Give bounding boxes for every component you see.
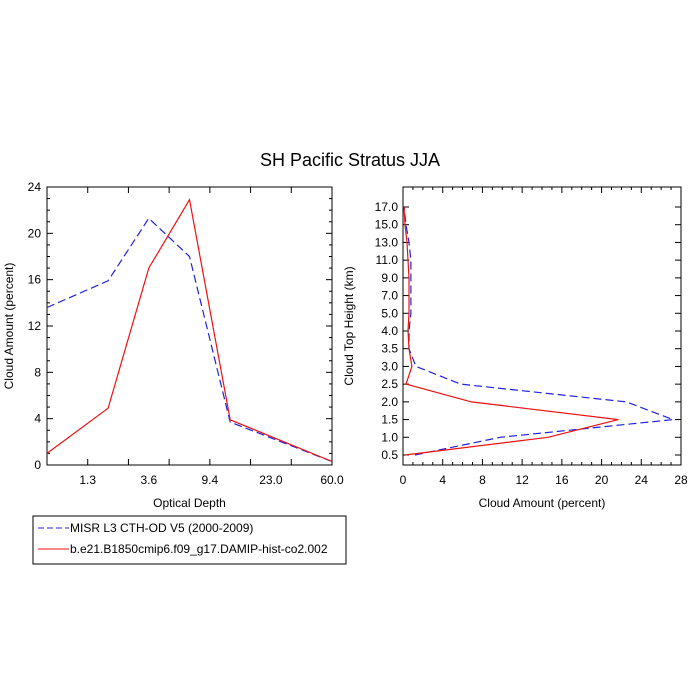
legend-box	[32, 515, 347, 565]
panel1-ytick-label: 8	[34, 365, 41, 379]
panel2-xtick-label: 12	[515, 473, 529, 487]
panel2-ticks: 0 4 8 12 16 20 24 28 0.5 1.0 1.5 2.0 2.5 3.0 3.5 4.0 5.0…	[375, 187, 688, 487]
panel1-series-line-1	[46, 198, 333, 463]
panel2-xtick-label: 20	[595, 473, 609, 487]
panel1-ticks: 1.3 3.6 9.4 23.0 60.0 0 4 8 12 16 20 24	[28, 180, 344, 487]
panel1-xtick-label: 1.3	[79, 473, 96, 487]
panel1-frame	[46, 186, 333, 466]
panel1-series	[46, 198, 333, 463]
panel2-xtick-label: 4	[439, 473, 446, 487]
panel2-ytick-label: 11.0	[376, 253, 399, 267]
optical-depth-panel: 1.3 3.6 9.4 23.0 60.0 0 4 8 12 16 20 24 Optical Dep…	[2, 180, 344, 510]
panel2-ytick-label: 2.5	[381, 377, 398, 391]
panel2-ytick-label: 13.0	[375, 235, 399, 249]
panel2-frame	[402, 186, 682, 466]
panel2-series	[403, 206, 674, 456]
panel2-xtick-label: 16	[555, 473, 569, 487]
panel2-series-line-1	[403, 206, 619, 456]
panel2-ytick-label: 4.0	[381, 324, 398, 338]
panel1-xtick-label: 23.0	[259, 473, 283, 487]
panel2-xlabel: Cloud Amount (percent)	[479, 496, 606, 510]
panel1-ytick-label: 16	[28, 273, 42, 287]
panel1-ytick-label: 4	[34, 412, 41, 426]
panel2-ytick-label: 17.0	[375, 200, 399, 214]
panel2-ytick-label: 2.0	[381, 395, 398, 409]
panel2-ytick-label: 1.5	[381, 413, 398, 427]
panel1-ytick-label: 20	[28, 226, 42, 240]
panel2-ytick-label: 5.0	[381, 306, 398, 320]
panel1-ytick-label: 12	[28, 319, 42, 333]
panel2-ytick-label: 3.0	[381, 359, 398, 373]
figure-title: SH Pacific Stratus JJA	[260, 150, 440, 170]
panel1-xtick-label: 9.4	[202, 473, 219, 487]
panel2-series-line-0	[403, 206, 674, 456]
panel1-series-line-0	[46, 217, 333, 463]
panel1-xtick-label: 60.0	[320, 473, 344, 487]
panel1-ylabel: Cloud Amount (percent)	[2, 263, 16, 390]
panel2-ylabel: Cloud Top Height (km)	[342, 266, 356, 385]
legend: MISR L3 CTH-OD V5 (2000-2009) b.e21.B185…	[32, 515, 347, 565]
panel1-xlabel: Optical Depth	[153, 496, 226, 510]
panel2-xtick-label: 28	[674, 473, 688, 487]
panel2-xtick-label: 24	[635, 473, 649, 487]
panel2-ytick-label: 3.5	[381, 342, 398, 356]
panel2-ytick-label: 1.0	[381, 430, 398, 444]
panel1-ytick-label: 0	[34, 458, 41, 472]
panel1-ytick-label: 24	[28, 180, 42, 194]
panel1-xtick-label: 3.6	[140, 473, 157, 487]
panel2-ytick-label: 15.0	[375, 218, 399, 232]
panel2-ytick-label: 7.0	[381, 289, 398, 303]
legend-label-model: b.e21.B1850cmip6.f09_g17.DAMIP-hist-co2.…	[70, 542, 328, 556]
panel2-ytick-label: 9.0	[381, 271, 398, 285]
legend-label-misr: MISR L3 CTH-OD V5 (2000-2009)	[70, 521, 253, 535]
cloud-top-height-panel: 0 4 8 12 16 20 24 28 0.5 1.0 1.5 2.0 2.5 3.0 3.5 4.0 5.0…	[342, 186, 688, 510]
panel2-xtick-label: 8	[479, 473, 486, 487]
panel2-xtick-label: 0	[400, 473, 407, 487]
panel2-ytick-label: 0.5	[381, 448, 398, 462]
